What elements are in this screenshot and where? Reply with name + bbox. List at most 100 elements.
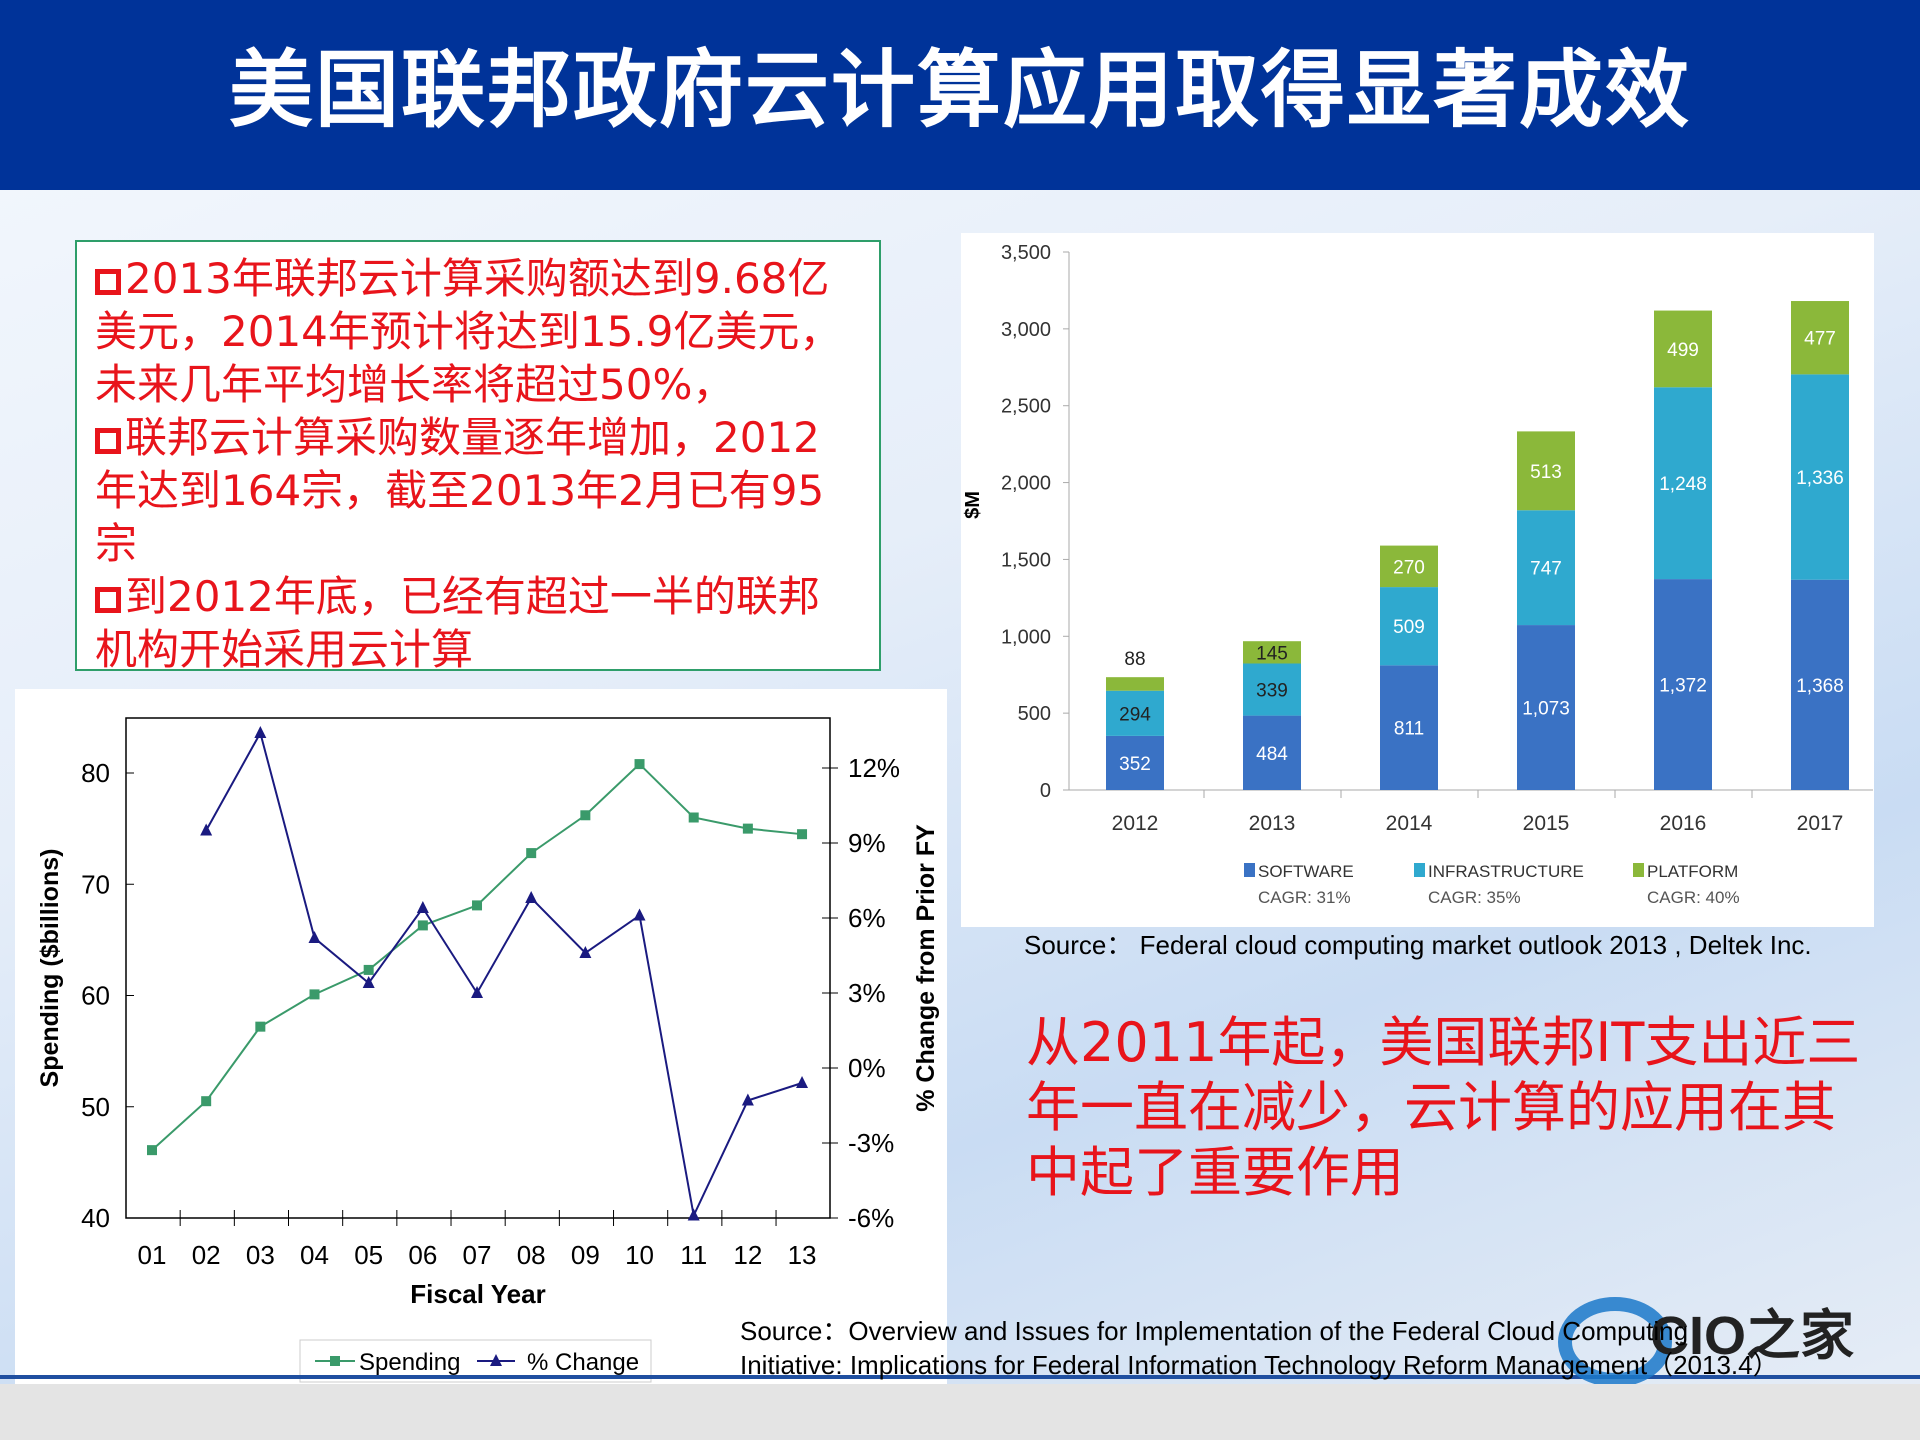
change-point — [308, 931, 321, 943]
change-point — [741, 1093, 754, 1106]
square-bullet-icon — [95, 428, 121, 454]
change-point — [579, 946, 592, 958]
bar-segment-platform — [1791, 301, 1849, 375]
line-chart-source: Source：Overview and Issues for Implement… — [740, 1314, 1779, 1382]
x-tick-label: 09 — [571, 1240, 600, 1270]
bar-segment-infrastructure — [1243, 663, 1301, 716]
footer-strip — [0, 1384, 1920, 1440]
bar-data-label: 484 — [1256, 744, 1288, 765]
divider — [0, 1375, 1920, 1379]
cio-logo: CIO之家 — [1558, 1297, 1854, 1384]
x-tick-label: 03 — [246, 1240, 275, 1270]
bar-data-label: 811 — [1394, 719, 1424, 740]
y-tick-label: 3,000 — [1001, 319, 1051, 341]
x-tick-label: 02 — [192, 1240, 221, 1270]
bar-segment-infrastructure — [1106, 690, 1164, 736]
bar-segment-platform — [1517, 431, 1575, 511]
page-title: 美国联邦政府云计算应用取得显著成效 — [228, 41, 1691, 139]
bar-segment-software — [1517, 625, 1575, 790]
source-line-2: Initiative: Implications for Federal Inf… — [740, 1350, 1779, 1380]
legend-cagr: CAGR: 40% — [1647, 888, 1740, 907]
legend-swatch — [1414, 863, 1425, 877]
bar-segment-software — [1106, 735, 1164, 790]
y2-tick-label: 6% — [848, 903, 886, 933]
x-tick-label: 01 — [138, 1240, 167, 1270]
bar-segment-software — [1243, 715, 1301, 790]
y-tick-label: 80 — [81, 758, 110, 788]
x-tick-label: 2012 — [1112, 812, 1159, 835]
x-tick-label: 10 — [625, 1240, 654, 1270]
y-tick-label: 1,500 — [1001, 549, 1051, 571]
bar-data-label: 1,372 — [1659, 676, 1707, 697]
x-tick-label: 06 — [408, 1240, 437, 1270]
spending-point — [797, 829, 808, 840]
y-tick-label: 0 — [1040, 780, 1051, 802]
plot-frame — [125, 717, 831, 1219]
x-tick-label: 11 — [680, 1240, 707, 1270]
x-tick-label: 2017 — [1797, 812, 1844, 835]
change-point — [254, 726, 267, 738]
x-axis-title: Fiscal Year — [410, 1279, 545, 1309]
x-tick-label: 07 — [463, 1240, 492, 1270]
bar-segment-platform — [1243, 641, 1301, 664]
bar-segment-infrastructure — [1791, 374, 1849, 580]
spending-point — [417, 920, 428, 931]
spending-point — [526, 848, 537, 859]
bullet-item: 联邦云计算采购数量逐年增加，2012年达到164宗，截至2013年2月已有95宗 — [95, 411, 861, 570]
x-tick-label: 2016 — [1660, 812, 1707, 835]
bar-data-label: 352 — [1119, 754, 1151, 775]
legend-change-label: % Change — [527, 1349, 639, 1376]
conclusion-text: 从2011年起，美国联邦IT支出近三年一直在减少，云计算的应用在其中起了重要作用 — [1026, 1011, 1861, 1204]
y-tick-label: 70 — [81, 869, 110, 899]
header-bar — [0, 0, 1920, 190]
spending-point — [363, 964, 374, 975]
x-tick-label: 2014 — [1386, 812, 1433, 835]
legend-spending-label: Spending — [359, 1349, 460, 1376]
bar-segment-software — [1654, 579, 1712, 790]
change-point — [796, 1076, 809, 1088]
y2-tick-label: 3% — [848, 978, 886, 1008]
bar-segment-infrastructure — [1380, 587, 1438, 666]
bullet-item: 2013年联邦云计算采购额达到9.68亿美元，2014年预计将达到15.9亿美元… — [95, 252, 861, 411]
legend-label: SOFTWARE — [1258, 862, 1354, 881]
legend-swatch — [1244, 863, 1255, 877]
x-tick-label: 08 — [517, 1240, 546, 1270]
bar-data-label: 145 — [1256, 643, 1288, 664]
y2-tick-label: -3% — [848, 1128, 894, 1158]
bar-segment-platform — [1654, 310, 1712, 388]
summary-textbox: 2013年联邦云计算采购额达到9.68亿美元，2014年预计将达到15.9亿美元… — [75, 240, 881, 674]
x-tick-label: 04 — [300, 1240, 329, 1270]
change-point — [471, 986, 484, 998]
bar-segment-software — [1380, 665, 1438, 790]
bar-data-label: 747 — [1530, 559, 1562, 580]
square-bullet-icon — [95, 269, 121, 295]
bullet-item: 到2012年底，已经有超过一半的联邦机构开始采用云计算 — [95, 570, 861, 676]
bar-segment-infrastructure — [1517, 510, 1575, 626]
bar-data-label: 88 — [1124, 649, 1145, 670]
y-axis-title: Spending ($billions) — [36, 849, 64, 1088]
spending-point — [255, 1021, 266, 1032]
bar-data-label: 1,368 — [1796, 676, 1844, 697]
bar-chart: 0 500 1,000 1,500 2,000 2,500 3,000 3,500 $M 352 2… — [962, 242, 1873, 907]
legend-cagr: CAGR: 31% — [1258, 888, 1351, 907]
change-point — [200, 823, 213, 836]
y-tick-label: 50 — [81, 1092, 110, 1122]
line-chart: 40 50 60 70 80 -6% -3% 0% 3% 6% 9% 12% 01 02 03 04 05 06 0… — [36, 717, 940, 1383]
bar-data-label: 339 — [1256, 681, 1288, 702]
change-point — [687, 1208, 700, 1221]
bullet-text: 2013年联邦云计算采购额达到9.68亿美元，2014年预计将达到15.9亿美元… — [95, 254, 842, 409]
legend-cagr: CAGR: 35% — [1428, 888, 1521, 907]
legend-label: PLATFORM — [1647, 862, 1738, 881]
x-tick-label: 2015 — [1523, 812, 1570, 835]
x-tick-label: 2013 — [1249, 812, 1296, 835]
bar-data-label: 513 — [1530, 462, 1562, 483]
spending-point — [742, 823, 753, 834]
bar-data-label: 1,248 — [1659, 474, 1707, 495]
x-tick-label: 13 — [788, 1240, 817, 1270]
bar-segment-platform — [1106, 677, 1164, 691]
bullet-text: 联邦云计算采购数量逐年增加，2012年达到164宗，截至2013年2月已有95宗 — [95, 413, 825, 568]
logo-text: CIO之家 — [1650, 1306, 1854, 1366]
x-tick-label: 05 — [354, 1240, 383, 1270]
bar-data-label: 499 — [1667, 340, 1699, 361]
bar-segment-software — [1791, 579, 1849, 790]
